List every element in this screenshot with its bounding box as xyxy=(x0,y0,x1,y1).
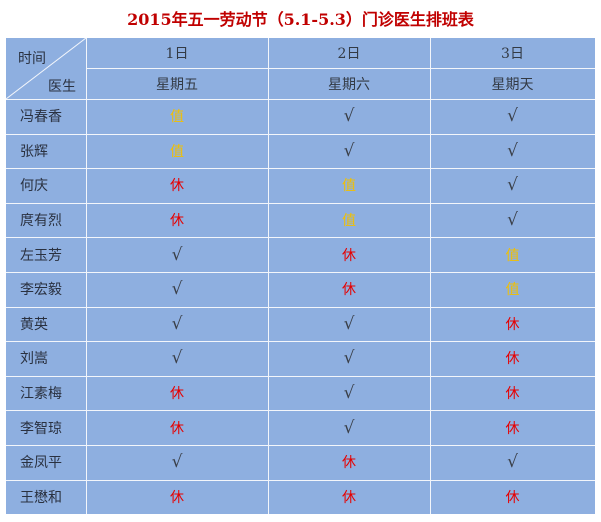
shift-cell: 休 xyxy=(170,213,184,230)
shift-cell: √ xyxy=(343,313,355,334)
shift-cell: 休 xyxy=(505,386,520,403)
shift-cell: 休 xyxy=(342,489,356,506)
day-date-header: 3日 xyxy=(501,46,524,62)
shift-cell: 值 xyxy=(170,143,184,160)
shift-cell: 休 xyxy=(170,489,184,506)
doctor-name: 李智琼 xyxy=(20,420,62,437)
row-divider xyxy=(6,479,595,481)
shift-cell: 值 xyxy=(342,213,356,230)
shift-cell: 休 xyxy=(342,282,356,299)
day-weekday-header: 星期六 xyxy=(328,77,370,93)
schedule-table: 时间 医生 1日 星期五 2日 星期六 3日 星期天 冯春香值 √ √ 张辉值 √ √ 何庆休值 √ 庹有烈… xyxy=(6,38,595,514)
shift-cell: 休 xyxy=(170,420,184,437)
doctor-name: 冯春香 xyxy=(20,109,62,126)
row-divider xyxy=(6,133,595,135)
doctor-name: 庹有烈 xyxy=(20,213,62,230)
doctor-name: 张辉 xyxy=(20,143,48,160)
shift-cell: √ xyxy=(507,210,518,231)
shift-cell: √ xyxy=(171,244,183,265)
shift-cell: √ xyxy=(343,106,355,127)
column-divider xyxy=(430,38,431,514)
shift-cell: 值 xyxy=(170,109,184,126)
row-divider xyxy=(6,375,595,377)
shift-cell: √ xyxy=(171,348,183,369)
row-divider xyxy=(86,68,595,69)
shift-cell: 休 xyxy=(505,420,520,437)
doctor-name: 何庆 xyxy=(20,178,48,195)
shift-cell: 休 xyxy=(505,351,520,368)
shift-cell: √ xyxy=(343,348,355,369)
shift-cell: 休 xyxy=(170,178,184,195)
day-date-header: 2日 xyxy=(337,46,361,62)
row-divider xyxy=(6,341,595,343)
shift-cell: √ xyxy=(171,313,183,334)
shift-cell: 休 xyxy=(342,247,356,264)
row-divider xyxy=(6,168,595,170)
column-divider xyxy=(268,38,269,514)
row-divider xyxy=(6,410,595,412)
day-weekday-header: 星期五 xyxy=(156,77,198,93)
shift-cell: √ xyxy=(507,452,518,473)
column-divider xyxy=(86,38,87,514)
corner-diagonal xyxy=(6,38,86,99)
row-divider xyxy=(6,202,595,204)
shift-cell: √ xyxy=(171,452,183,473)
shift-cell: √ xyxy=(507,140,518,161)
row-divider xyxy=(6,237,595,239)
schedule-title: 2015年五一劳动节（5.1-5.3）门诊医生排班表 xyxy=(127,10,474,29)
shift-cell: 值 xyxy=(342,178,356,195)
shift-cell: √ xyxy=(343,383,355,404)
day-weekday-header: 星期天 xyxy=(491,77,534,93)
doctor-name: 江素梅 xyxy=(20,386,62,403)
shift-cell: √ xyxy=(343,140,355,161)
shift-cell: √ xyxy=(343,417,355,438)
corner-time-label: 时间 xyxy=(18,51,46,67)
doctor-name: 李宏毅 xyxy=(20,282,62,299)
row-divider xyxy=(6,99,595,100)
day-date-header: 1日 xyxy=(165,46,189,62)
shift-cell: 值 xyxy=(505,247,520,264)
corner-doctor-label: 医生 xyxy=(48,79,76,95)
doctor-name: 金凤平 xyxy=(20,455,62,472)
shift-cell: 休 xyxy=(505,489,520,506)
shift-cell: √ xyxy=(171,279,183,300)
row-divider xyxy=(6,445,595,446)
shift-cell: 休 xyxy=(505,316,520,333)
doctor-name: 左玉芳 xyxy=(20,247,62,264)
doctor-name: 黄英 xyxy=(20,316,48,333)
shift-cell: 休 xyxy=(170,386,184,403)
doctor-name: 刘嵩 xyxy=(20,351,48,368)
shift-cell: √ xyxy=(507,175,518,196)
doctor-name: 王懋和 xyxy=(20,489,62,506)
row-divider xyxy=(6,272,595,273)
shift-cell: √ xyxy=(507,106,518,127)
shift-cell: 值 xyxy=(505,282,520,299)
row-divider xyxy=(6,306,595,308)
shift-cell: 休 xyxy=(342,455,356,472)
